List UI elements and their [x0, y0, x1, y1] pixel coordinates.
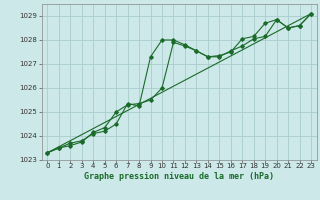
- X-axis label: Graphe pression niveau de la mer (hPa): Graphe pression niveau de la mer (hPa): [84, 172, 274, 181]
